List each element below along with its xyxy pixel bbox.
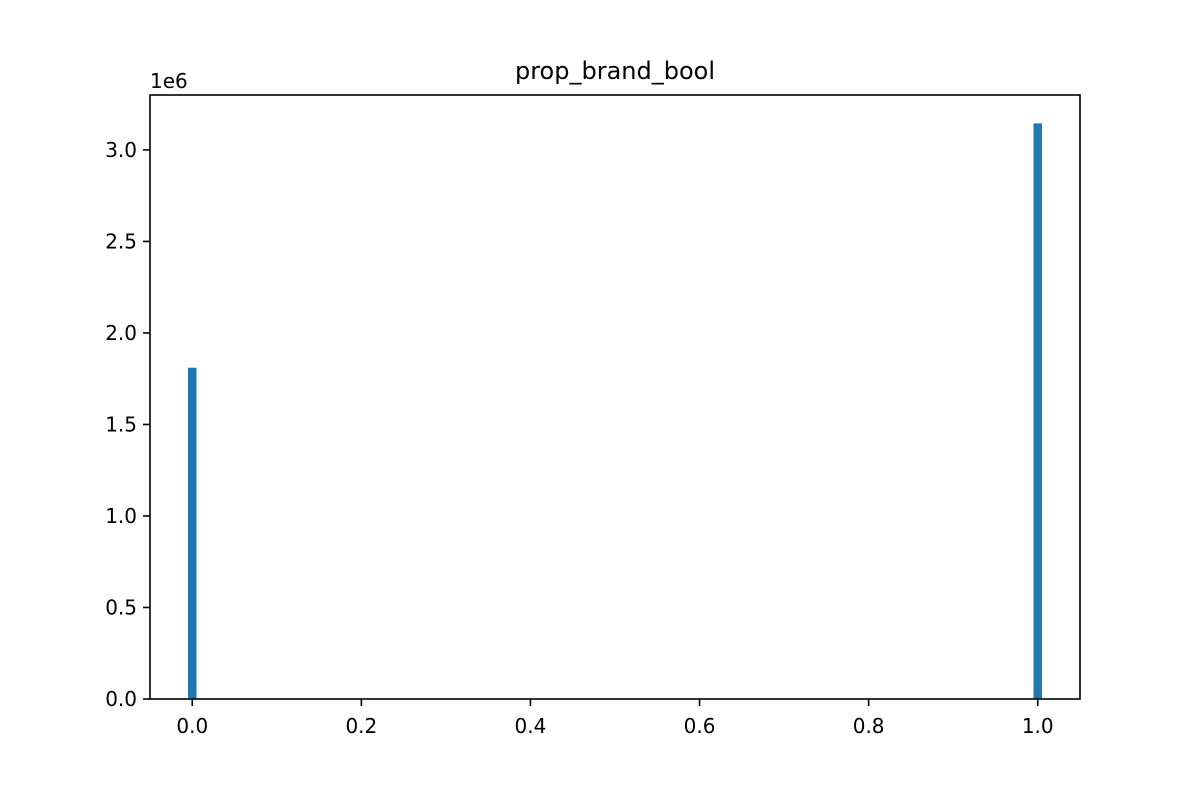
y-tick-label-1: 0.5 (105, 595, 137, 619)
y-tick-label-5: 2.5 (105, 229, 137, 253)
x-tick-label-1: 0.2 (345, 714, 377, 738)
x-tick-label-5: 1.0 (1022, 714, 1054, 738)
x-tick-label-3: 0.6 (684, 714, 716, 738)
plot-frame (149, 94, 1081, 700)
y-tick-label-3: 1.5 (105, 412, 137, 436)
bar-0 (188, 367, 197, 699)
bar-1 (1033, 123, 1042, 700)
y-tick-label-0: 0.0 (105, 687, 137, 711)
x-axis: 0.0 0.2 0.4 0.6 0.8 1.0 (176, 699, 1054, 738)
y-tick-label-2: 1.0 (105, 504, 137, 528)
chart-title: prop_brand_bool (515, 57, 715, 85)
x-tick-label-0: 0.0 (176, 714, 208, 738)
bars-layer (188, 123, 1042, 700)
y-tick-label-6: 3.0 (105, 138, 137, 162)
y-axis: 0.0 0.5 1.0 1.5 2.0 2.5 3.0 (105, 138, 150, 711)
x-tick-label-2: 0.4 (515, 714, 547, 738)
y-axis-offset-label: 1e6 (150, 69, 188, 93)
x-tick-label-4: 0.8 (853, 714, 885, 738)
y-tick-label-4: 2.0 (105, 321, 137, 345)
